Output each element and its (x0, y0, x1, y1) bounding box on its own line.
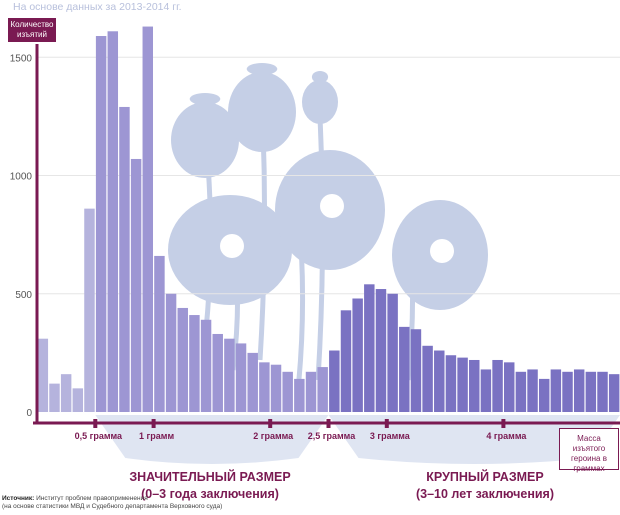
bar-2 (60, 374, 72, 412)
bar-31 (399, 326, 410, 412)
y-axis-label: Количество изъятий (8, 18, 56, 42)
bar-28 (364, 284, 375, 412)
x-tick-mark-2 (268, 419, 273, 428)
bar-0 (37, 338, 49, 412)
bar-47 (585, 371, 597, 412)
bar-48 (597, 371, 608, 412)
range-detail-significant: (0–3 года заключения) (141, 487, 279, 501)
bar-23 (305, 371, 317, 412)
x-tick-mark-0 (93, 419, 98, 428)
bar-33 (422, 345, 433, 412)
bar-35 (445, 355, 457, 412)
source-detail: (на основе статистики МВД и Судебного де… (2, 503, 223, 510)
bar-27 (352, 298, 363, 412)
poppy-pod-cap-0 (189, 93, 221, 105)
bar-38 (480, 369, 492, 412)
poppy-pod-2 (302, 80, 338, 124)
source-label: Источник: (2, 495, 35, 502)
bar-3 (72, 388, 84, 412)
x-tick-label-3: 2,5 грамма (308, 431, 356, 441)
y-tick-label-1000: 1000 (10, 172, 33, 183)
y-tick-label-1500: 1500 (10, 53, 33, 64)
x-tick-mark-4 (384, 419, 389, 428)
bar-20 (270, 364, 282, 412)
chart-subtitle: На основе данных за 2013-2014 гг. (13, 1, 182, 13)
bar-49 (608, 374, 620, 412)
bar-8 (130, 158, 142, 412)
source-text: Институт проблем правоприменения (36, 495, 148, 502)
bar-29 (375, 289, 387, 412)
range-label-large: КРУПНЫЙ РАЗМЕР (3–10 лет заключения) (395, 469, 575, 503)
bar-39 (492, 359, 503, 412)
bar-17 (235, 343, 247, 412)
poppy-flower-center-0 (220, 234, 244, 258)
x-tick-label-4: 3 грамма (370, 431, 411, 441)
poppy-flower-center-2 (430, 239, 454, 263)
bar-6 (107, 31, 119, 413)
bar-16 (224, 338, 235, 412)
x-axis-label: Масса изъятого героина в граммах (559, 428, 619, 473)
bar-14 (200, 319, 212, 412)
range-label-significant: ЗНАЧИТЕЛЬНЫЙ РАЗМЕР (0–3 года заключения… (120, 469, 300, 503)
poppy-illustration (168, 63, 488, 391)
bar-42 (527, 369, 538, 412)
bar-9 (142, 26, 153, 412)
bar-10 (154, 255, 165, 412)
x-tick-label-1: 1 грамм (139, 431, 174, 441)
bar-44 (550, 369, 562, 412)
range-detail-large: (3–10 лет заключения) (415, 487, 555, 501)
bar-46 (573, 369, 585, 412)
bars (37, 26, 620, 413)
bar-26 (340, 310, 352, 412)
bar-7 (119, 106, 130, 412)
bar-34 (434, 350, 445, 412)
x-tick-label-2: 2 грамма (253, 431, 294, 441)
x-tick-mark-1 (151, 419, 156, 428)
poppy-flower-center-1 (320, 194, 344, 218)
range-title-significant: ЗНАЧИТЕЛЬНЫЙ РАЗМЕР (129, 470, 291, 484)
bar-25 (329, 350, 340, 412)
bar-4 (84, 208, 95, 412)
x-tick-label-0: 0,5 грамма (75, 431, 123, 441)
poppy-pod-cap-1 (246, 63, 278, 75)
y-tick-label-0: 0 (26, 408, 32, 419)
y-tick-label-500: 500 (15, 290, 32, 301)
bar-41 (515, 371, 527, 412)
bar-5 (95, 36, 107, 412)
bar-12 (177, 307, 188, 412)
x-tick-mark-5 (501, 419, 506, 428)
x-tick-label-5: 4 грамма (486, 431, 527, 441)
bar-19 (259, 362, 270, 412)
x-tick-mark-3 (326, 419, 331, 428)
bar-43 (538, 378, 550, 412)
poppy-pod-0 (171, 102, 239, 178)
bar-13 (189, 315, 200, 412)
bar-45 (562, 371, 573, 412)
bar-15 (212, 333, 223, 412)
tick-labels: 0 500 1000 1500 0,5 грамма 1 грамм 2 грамма 2,5… (10, 53, 528, 441)
bar-18 (247, 352, 258, 412)
poppy-pod-1 (228, 72, 296, 152)
bar-11 (165, 293, 177, 412)
range-band-large (328, 415, 620, 464)
source-note: Источник: Институт проблем правоприменен… (2, 495, 222, 511)
bar-37 (469, 359, 480, 412)
bar-1 (49, 383, 60, 412)
bar-32 (410, 329, 422, 412)
poppy-pod-cap-2 (311, 71, 329, 83)
range-title-large: КРУПНЫЙ РАЗМЕР (426, 470, 544, 484)
bar-30 (387, 293, 398, 412)
bar-24 (317, 367, 328, 412)
bar-22 (294, 378, 305, 412)
bar-36 (457, 357, 468, 412)
bar-21 (282, 371, 293, 412)
bar-40 (504, 362, 515, 412)
